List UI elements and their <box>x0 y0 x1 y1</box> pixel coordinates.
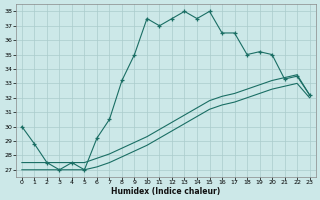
X-axis label: Humidex (Indice chaleur): Humidex (Indice chaleur) <box>111 187 220 196</box>
